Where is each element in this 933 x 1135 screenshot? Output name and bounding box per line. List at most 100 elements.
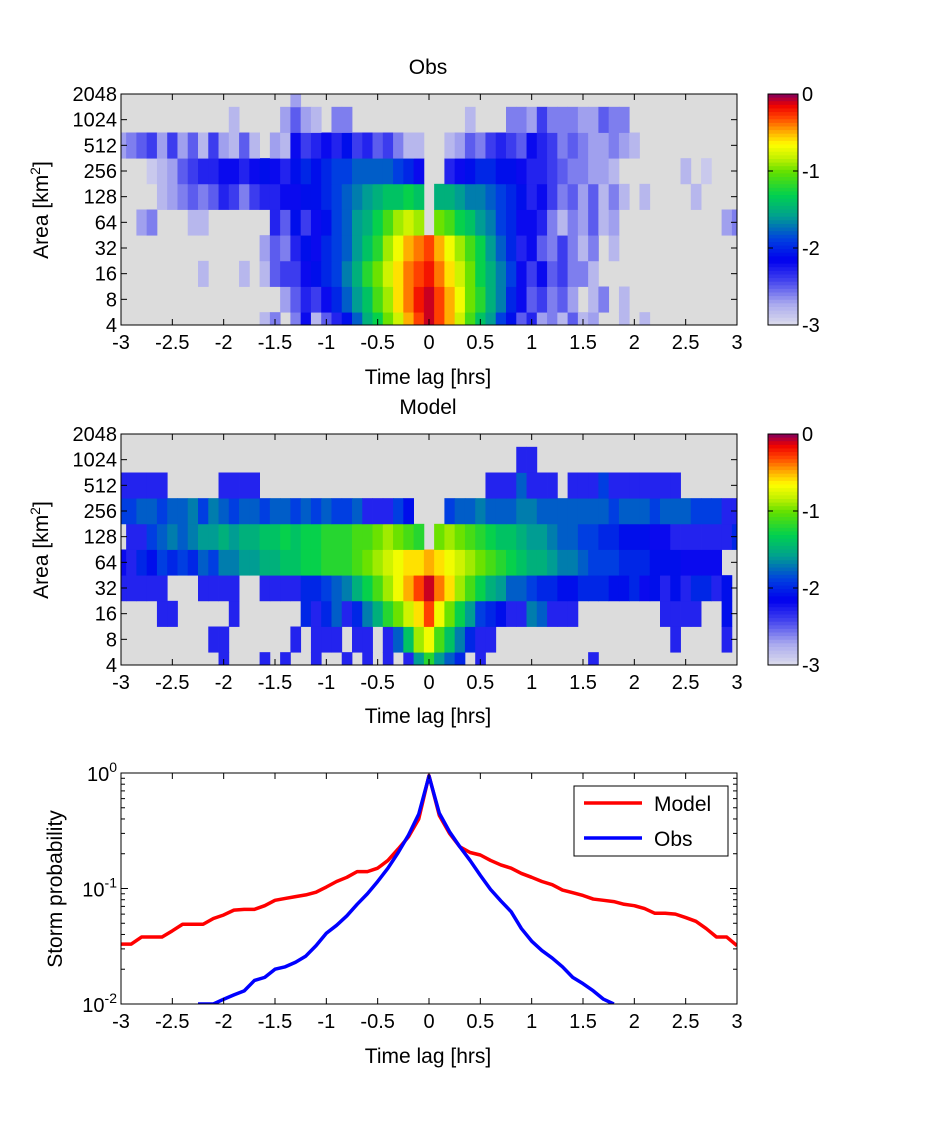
colorbar-segment bbox=[768, 581, 798, 587]
heatmap-cell bbox=[239, 158, 250, 185]
heatmap-cell bbox=[321, 235, 332, 262]
colorbar-segment bbox=[768, 527, 798, 532]
colorbar-segment bbox=[768, 636, 798, 641]
colorbar-tick-label: -1 bbox=[802, 501, 820, 523]
colorbar-segment bbox=[768, 177, 798, 182]
heatmap-cell bbox=[588, 158, 599, 185]
heatmap-cell bbox=[690, 523, 702, 550]
probability-y-axis-label: Storm probability bbox=[44, 810, 67, 968]
heatmap-cell bbox=[300, 106, 312, 133]
heatmap-cell bbox=[269, 158, 281, 185]
legend-box bbox=[573, 785, 729, 857]
heatmap-cell bbox=[382, 498, 394, 525]
heatmap-cell bbox=[464, 235, 476, 262]
colorbar-segment bbox=[768, 260, 798, 265]
heatmap-cell bbox=[136, 523, 148, 550]
colorbar-segment bbox=[768, 517, 798, 522]
heatmap-cell bbox=[639, 498, 651, 525]
heatmap-cell bbox=[618, 523, 630, 550]
x-tick-label: 0.5 bbox=[466, 672, 494, 694]
colorbar-segment bbox=[768, 216, 798, 221]
heatmap-cell bbox=[198, 498, 209, 525]
heatmap-cell bbox=[577, 549, 589, 576]
colorbar-segment bbox=[768, 281, 798, 286]
heatmap-cell bbox=[362, 312, 373, 326]
colorbar-segment bbox=[768, 256, 798, 261]
colorbar-segment bbox=[768, 137, 798, 142]
heatmap-cell bbox=[321, 260, 332, 287]
heatmap-cell bbox=[495, 498, 507, 525]
heatmap-cell bbox=[444, 498, 456, 525]
heatmap-cell bbox=[280, 260, 291, 287]
heatmap-cell bbox=[239, 523, 250, 550]
heatmap-cell bbox=[495, 235, 507, 262]
heatmap-cell bbox=[382, 260, 394, 287]
heatmap-cell bbox=[526, 600, 538, 627]
heatmap-cell bbox=[506, 498, 517, 525]
heatmap-cell bbox=[485, 575, 497, 602]
legend-obs-label: Obs bbox=[654, 828, 693, 851]
x-tick-label: -3 bbox=[112, 332, 130, 354]
heatmap-cell bbox=[690, 600, 702, 627]
colorbar-segment bbox=[768, 223, 798, 229]
heatmap-cell bbox=[187, 158, 199, 185]
heatmap-cell bbox=[701, 498, 712, 525]
colorbar-segment bbox=[768, 455, 798, 460]
heatmap-cell bbox=[341, 652, 353, 666]
colorbar-segment bbox=[768, 288, 798, 294]
heatmap-cell bbox=[567, 260, 579, 287]
heatmap-cell bbox=[382, 286, 394, 313]
heatmap-cell bbox=[434, 260, 445, 287]
colorbar-segment bbox=[768, 205, 798, 210]
heatmap-cell bbox=[290, 575, 302, 602]
heatmap-cell bbox=[126, 132, 137, 159]
heatmap-cell bbox=[300, 523, 312, 550]
heatmap-cell bbox=[372, 523, 384, 550]
heatmap-cell bbox=[690, 575, 702, 602]
heatmap-cell bbox=[526, 235, 538, 262]
heatmap-cell bbox=[577, 209, 589, 236]
colorbar-segment bbox=[768, 585, 798, 590]
colorbar-segment bbox=[768, 448, 798, 453]
heatmap-cell bbox=[198, 575, 209, 602]
heatmap-cell bbox=[660, 600, 671, 627]
heatmap-cell bbox=[547, 158, 558, 185]
y-tick-label: 8 bbox=[106, 629, 117, 651]
heatmap-cell bbox=[536, 209, 548, 236]
heatmap-cell bbox=[660, 523, 671, 550]
heatmap-cell bbox=[259, 312, 271, 326]
colorbar-segment bbox=[768, 488, 798, 493]
colorbar-segment bbox=[768, 632, 798, 637]
heatmap-cell bbox=[352, 158, 363, 185]
x-tick-label: -1.5 bbox=[258, 332, 292, 354]
heatmap-cell bbox=[464, 626, 476, 653]
heatmap-cell bbox=[639, 549, 651, 576]
heatmap-cell bbox=[167, 498, 178, 525]
heatmap-cell bbox=[701, 549, 712, 576]
heatmap-cell bbox=[218, 132, 230, 159]
colorbar-segment bbox=[768, 600, 798, 605]
heatmap-cell bbox=[239, 549, 250, 576]
colorbar-segment bbox=[768, 97, 798, 102]
heatmap-cell bbox=[536, 575, 548, 602]
y-tick-label: 10-2 bbox=[82, 990, 117, 1017]
heatmap-cell bbox=[403, 158, 414, 185]
y-tick-label: 4 bbox=[106, 655, 117, 677]
heatmap-cell bbox=[495, 549, 507, 576]
heatmap-cell bbox=[567, 498, 579, 525]
heatmap-cell bbox=[444, 209, 456, 236]
heatmap-cell bbox=[310, 286, 322, 313]
heatmap-cell bbox=[526, 549, 538, 576]
heatmap-cell bbox=[208, 575, 219, 602]
colorbar-segment bbox=[768, 502, 798, 507]
obs-panel: Obs -3 -2.5 -2 -1.5 -1 -0.5 0 0.5 1 1.5 2 2.5 3 4 8 16 3… bbox=[27, 56, 820, 389]
heatmap-cell bbox=[228, 106, 240, 133]
colorbar-frame bbox=[767, 433, 799, 666]
x-tick-label: 1 bbox=[526, 332, 537, 354]
heatmap-cell bbox=[547, 209, 558, 236]
heatmap-cell bbox=[649, 575, 661, 602]
heatmap-cell bbox=[516, 312, 527, 326]
heatmap-cell bbox=[382, 235, 394, 262]
heatmap-cell bbox=[310, 549, 322, 576]
y-tick-label: 128 bbox=[84, 187, 117, 209]
